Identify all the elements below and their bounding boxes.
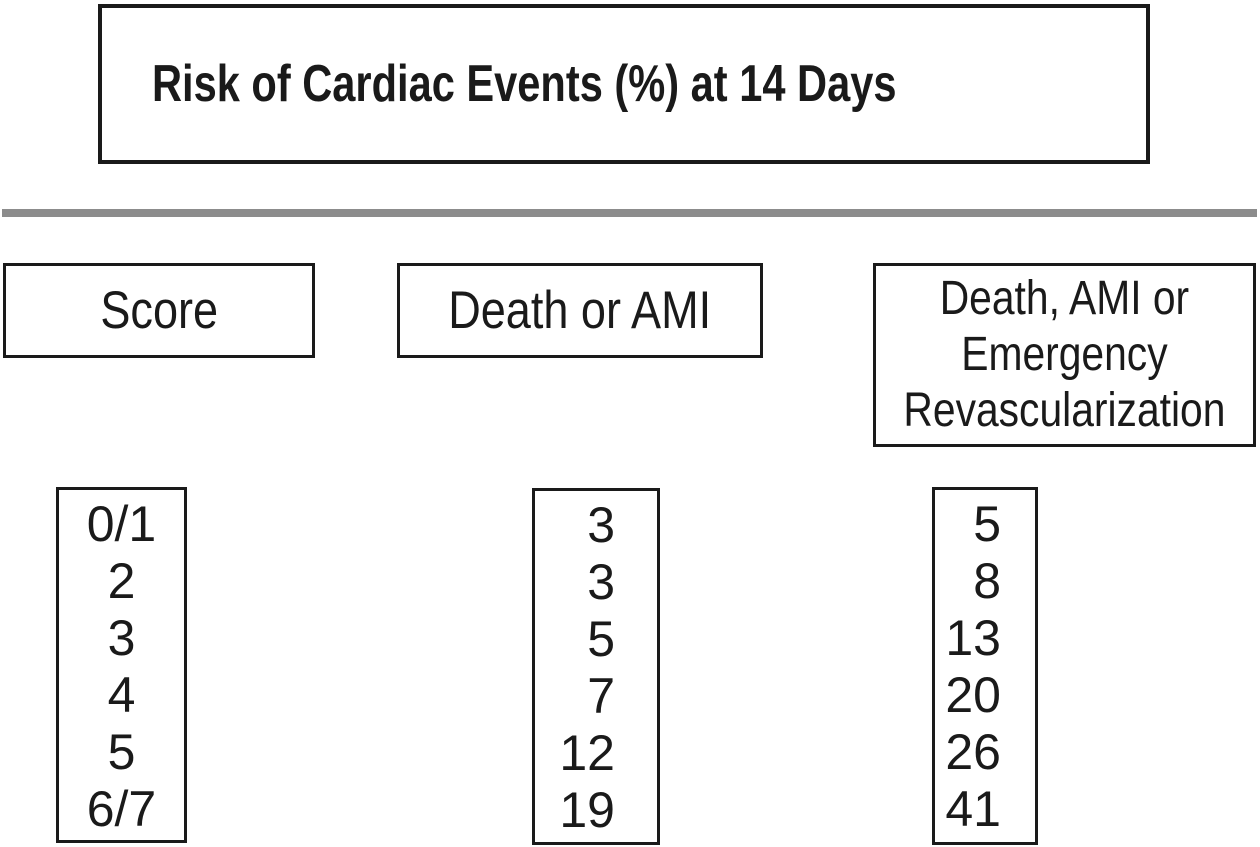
death-or-ami-value: 12 bbox=[559, 725, 615, 781]
death-or-ami-value: 7 bbox=[587, 668, 615, 724]
column-header-death-or-ami: Death or AMI bbox=[397, 263, 763, 358]
figure-title: Risk of Cardiac Events (%) at 14 Days bbox=[152, 55, 897, 113]
column-header-death-ami-revascularization: Death, AMI or Emergency Revascularizatio… bbox=[873, 263, 1256, 447]
death-or-ami-value: 19 bbox=[559, 782, 615, 838]
column-header-death-or-ami-label: Death or AMI bbox=[448, 281, 712, 340]
title-box: Risk of Cardiac Events (%) at 14 Days bbox=[98, 4, 1150, 164]
score-value: 5 bbox=[107, 724, 136, 780]
header-line: Emergency bbox=[961, 328, 1168, 381]
score-value: 0/1 bbox=[86, 496, 157, 552]
header-line: Revascularization bbox=[903, 384, 1226, 437]
column-header-score: Score bbox=[3, 263, 315, 358]
death-ami-revascularization-value: 26 bbox=[945, 724, 1001, 780]
death-or-ami-value: 5 bbox=[587, 611, 615, 667]
death-ami-revascularization-value: 8 bbox=[973, 553, 1001, 609]
score-value: 2 bbox=[107, 553, 136, 609]
death-ami-revascularization-value: 41 bbox=[945, 781, 1001, 837]
death-or-ami-value: 3 bbox=[587, 554, 615, 610]
score-value: 3 bbox=[107, 610, 136, 666]
column-header-score-label: Score bbox=[100, 281, 218, 340]
score-value: 4 bbox=[107, 667, 136, 723]
score-value: 6/7 bbox=[86, 781, 157, 837]
death-or-ami-value: 3 bbox=[587, 497, 615, 553]
header-line: Death, AMI or bbox=[939, 272, 1190, 325]
death-or-ami-values-box: 3 3 5 7 12 19 bbox=[532, 488, 660, 845]
death-ami-revascularization-values-box: 5 8 13 20 26 41 bbox=[932, 487, 1038, 845]
divider-bar bbox=[2, 209, 1257, 217]
death-ami-revascularization-value: 20 bbox=[945, 667, 1001, 723]
death-ami-revascularization-value: 5 bbox=[973, 496, 1001, 552]
column-header-death-ami-revascularization-label: Death, AMI or Emergency Revascularizatio… bbox=[903, 271, 1225, 439]
score-values-box: 0/1 2 3 4 5 6/7 bbox=[56, 487, 187, 843]
death-ami-revascularization-value: 13 bbox=[945, 610, 1001, 666]
